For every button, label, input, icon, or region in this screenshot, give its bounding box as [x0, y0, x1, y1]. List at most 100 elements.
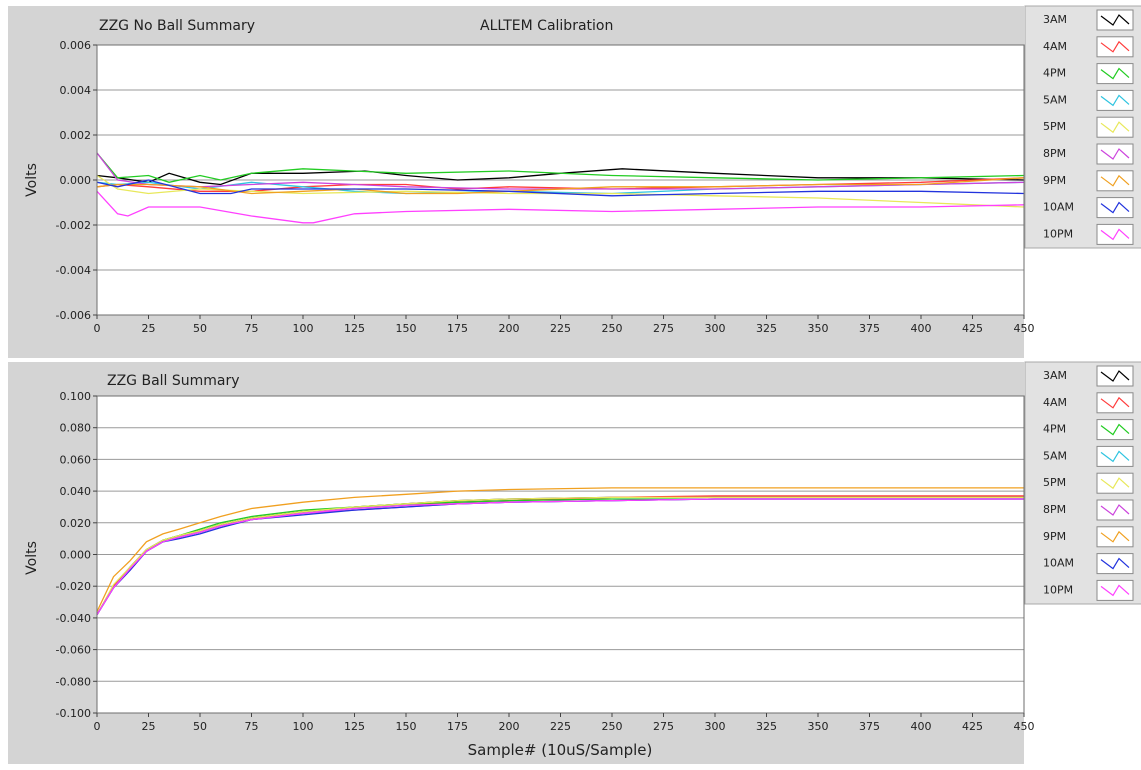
- bottom-x-tick-label: 225: [550, 720, 571, 733]
- top-series-line-3am: [96, 168, 1025, 186]
- bottom-legend-item[interactable]: 4PM: [1043, 419, 1134, 441]
- bottom-x-tick-label: 400: [911, 720, 932, 733]
- bottom-legend-swatch-box: [1096, 499, 1134, 521]
- top-legend-item[interactable]: 5AM: [1043, 89, 1134, 111]
- top-legend-item[interactable]: 4PM: [1043, 63, 1134, 85]
- top-x-tick-label: 225: [550, 322, 571, 335]
- bottom-series-line-9pm: [96, 487, 1024, 612]
- top-y-axis-label: Volts: [24, 163, 40, 197]
- bottom-legend-item[interactable]: 9PM: [1043, 526, 1134, 548]
- top-legend-label: 5AM: [1043, 93, 1067, 106]
- bottom-legend-item[interactable]: 10PM: [1043, 579, 1134, 601]
- top-legend-swatch-box: [1096, 89, 1134, 111]
- bottom-y-tick-label: -0.080: [56, 675, 91, 688]
- bottom-legend-swatch-box: [1096, 472, 1134, 494]
- bottom-legend-swatch-line: [1100, 584, 1130, 597]
- bottom-legend-swatch-box: [1096, 445, 1134, 467]
- top-legend-label: 4AM: [1043, 40, 1067, 53]
- bottom-x-tick-label: 175: [447, 720, 468, 733]
- top-legend-item[interactable]: 5PM: [1043, 116, 1134, 138]
- top-series-group: [96, 152, 1025, 224]
- bottom-legend-label: 10PM: [1043, 583, 1073, 596]
- top-x-tick-label: 75: [245, 322, 259, 335]
- bottom-y-tick-label: 0.100: [60, 390, 92, 403]
- top-legend-item[interactable]: 10AM: [1043, 197, 1134, 219]
- top-x-tick-label: 150: [396, 322, 417, 335]
- bottom-x-tick-label: 450: [1014, 720, 1035, 733]
- bottom-y-tick-label: -0.040: [56, 612, 91, 625]
- bottom-y-tick-label: -0.060: [56, 644, 91, 657]
- top-x-tick-label: 275: [653, 322, 674, 335]
- top-x-tick-label: 125: [344, 322, 365, 335]
- bottom-x-tick-label: 0: [94, 720, 101, 733]
- bottom-legend-label: 4PM: [1043, 423, 1066, 436]
- bottom-legend-item[interactable]: 3AM: [1043, 365, 1134, 387]
- bottom-legend-swatch-line: [1100, 450, 1130, 463]
- bottom-x-tick-label: 425: [962, 720, 983, 733]
- top-legend-swatch-line: [1100, 40, 1130, 53]
- bottom-y-tick-label: 0.000: [60, 549, 92, 562]
- bottom-legend-item[interactable]: 8PM: [1043, 499, 1134, 521]
- bottom-legend-swatch-line: [1100, 370, 1130, 382]
- bottom-series-group: [96, 487, 1024, 616]
- bottom-legend-label: 9PM: [1043, 530, 1066, 543]
- bottom-x-tick-labels: 0 25 50 75 100 125 150 175 200 225 250 275 300 325 350…: [94, 713, 1035, 733]
- top-legend-swatch-box: [1096, 9, 1134, 31]
- bottom-x-tick-label: 200: [499, 720, 520, 733]
- top-legend-swatch-line: [1100, 121, 1130, 134]
- top-y-tick-label: 0.000: [60, 174, 92, 187]
- bottom-x-tick-label: 50: [193, 720, 207, 733]
- top-x-tick-label: 400: [911, 322, 932, 335]
- top-y-tick-label: 0.006: [60, 39, 92, 52]
- bottom-legend-swatch-line: [1100, 396, 1130, 409]
- top-legend-item[interactable]: 4AM: [1043, 36, 1134, 58]
- top-x-tick-label: 250: [602, 322, 623, 335]
- bottom-x-tick-label: 25: [142, 720, 156, 733]
- bottom-legend-item[interactable]: 5AM: [1043, 445, 1134, 467]
- top-legend-swatch-line: [1100, 94, 1130, 107]
- top-legend-swatch-line: [1100, 201, 1130, 214]
- top-legend-swatch-box: [1096, 116, 1134, 138]
- top-legend-swatch-line: [1100, 174, 1130, 187]
- top-chart-subtitle: ALLTEM Calibration: [480, 18, 613, 34]
- top-legend-label: 10PM: [1043, 227, 1073, 240]
- top-legend-item[interactable]: 10PM: [1043, 223, 1134, 245]
- bottom-legend-swatch-line: [1100, 530, 1130, 543]
- top-chart-title: ZZG No Ball Summary: [99, 18, 255, 34]
- top-x-tick-label: 325: [756, 322, 777, 335]
- top-legend-label: 5PM: [1043, 120, 1066, 133]
- top-legend-swatch-line: [1100, 67, 1130, 80]
- bottom-y-tick-label: -0.020: [56, 580, 91, 593]
- top-legend-label: 4PM: [1043, 67, 1066, 80]
- bottom-legend-item[interactable]: 10AM: [1043, 553, 1134, 575]
- bottom-legend-item[interactable]: 4AM: [1043, 392, 1134, 414]
- top-x-tick-label: 300: [705, 322, 726, 335]
- bottom-legend-swatch-box: [1096, 553, 1134, 575]
- top-series-line-10pm: [96, 190, 1025, 224]
- bottom-legend-label: 5AM: [1043, 449, 1067, 462]
- bottom-y-tick-label: 0.020: [60, 517, 92, 530]
- top-x-tick-label: 0: [94, 322, 101, 335]
- bottom-y-tick-label: 0.080: [60, 422, 92, 435]
- top-y-tick-label: -0.004: [56, 264, 91, 277]
- bottom-legend-label: 10AM: [1043, 557, 1074, 570]
- top-legend-swatch-box: [1096, 170, 1134, 192]
- bottom-y-tick-label: 0.060: [60, 453, 92, 466]
- bottom-y-tick-labels: 0.100 0.080 0.060 0.040 0.020 0.000 -0.020 -0.0…: [56, 390, 97, 720]
- top-legend-item[interactable]: 8PM: [1043, 143, 1134, 165]
- bottom-legend-swatch-box: [1096, 579, 1134, 601]
- bottom-legend-item[interactable]: 5PM: [1043, 472, 1134, 494]
- top-series-line-9pm: [96, 177, 1025, 195]
- bottom-legend-label: 3AM: [1043, 369, 1067, 382]
- bottom-x-tick-label: 125: [344, 720, 365, 733]
- bottom-x-axis-label: Sample# (10uS/Sample): [468, 741, 653, 759]
- top-legend-item[interactable]: 9PM: [1043, 170, 1134, 192]
- top-series-line-10am: [96, 179, 1025, 197]
- bottom-x-tick-label: 375: [859, 720, 880, 733]
- top-legend-label: 10AM: [1043, 201, 1074, 214]
- top-y-tick-label: -0.006: [56, 309, 91, 322]
- top-legend-item[interactable]: 3AM: [1043, 9, 1134, 31]
- bottom-legend-swatch-line: [1100, 423, 1130, 436]
- bottom-series-line-10pm: [96, 498, 1024, 616]
